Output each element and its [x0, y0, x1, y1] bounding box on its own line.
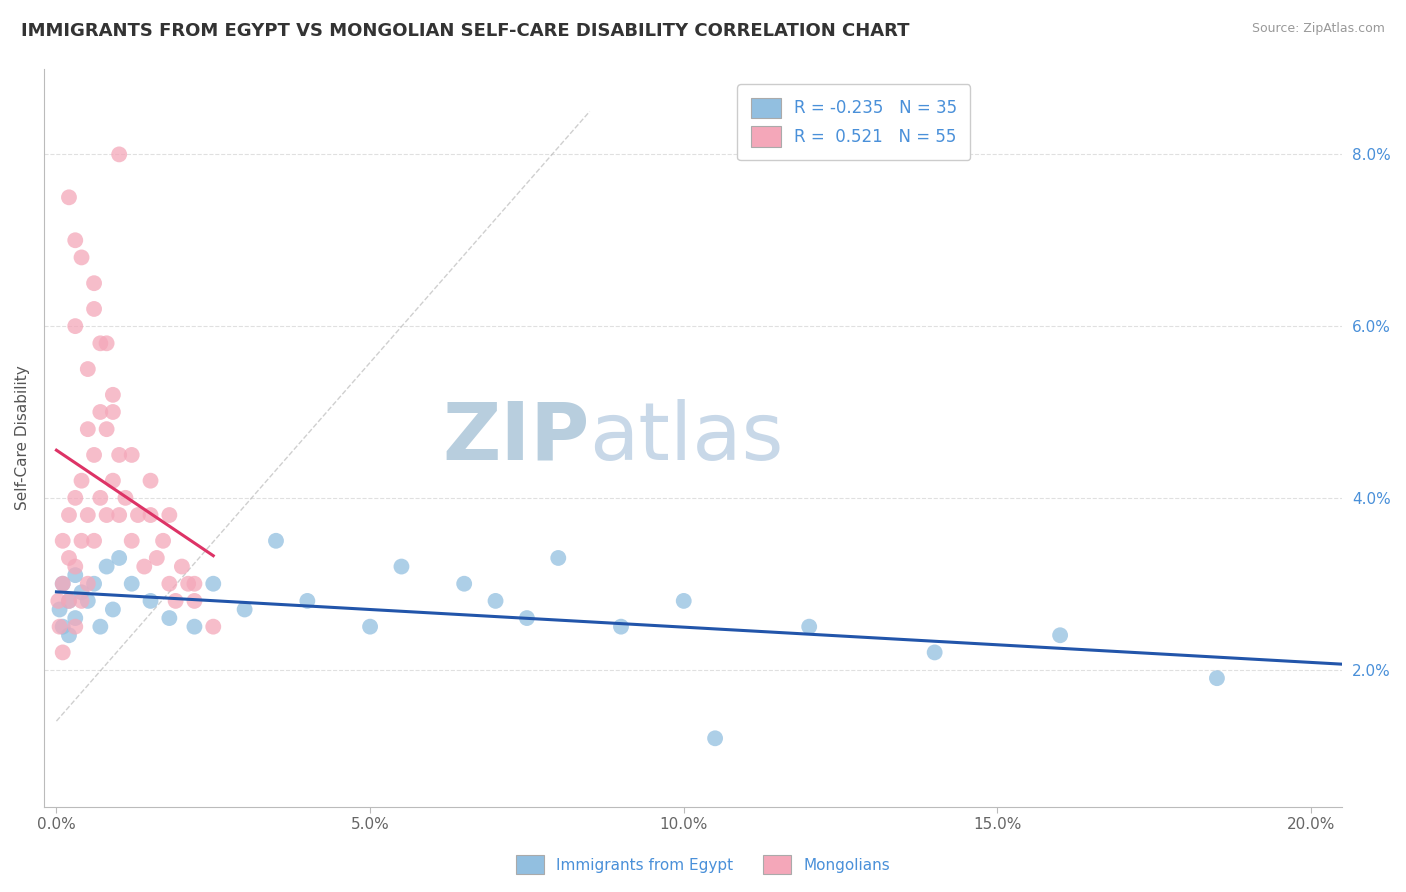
Point — [165, 594, 187, 608]
Point — [799, 620, 821, 634]
Point — [96, 559, 118, 574]
Point — [152, 533, 174, 548]
Point — [76, 362, 98, 376]
Text: atlas: atlas — [589, 399, 783, 476]
Point — [146, 551, 169, 566]
Legend: Immigrants from Egypt, Mongolians: Immigrants from Egypt, Mongolians — [510, 849, 896, 880]
Point — [101, 602, 124, 616]
Text: ZIP: ZIP — [441, 399, 589, 476]
Point — [1049, 628, 1071, 642]
Point — [101, 474, 124, 488]
Point — [83, 448, 105, 462]
Point — [157, 576, 180, 591]
Point — [76, 594, 98, 608]
Point — [121, 448, 143, 462]
Point — [183, 594, 205, 608]
Point — [547, 551, 569, 566]
Legend: R = -0.235   N = 35, R =  0.521   N = 55: R = -0.235 N = 35, R = 0.521 N = 55 — [737, 84, 970, 160]
Point — [108, 147, 131, 161]
Point — [233, 602, 256, 616]
Point — [89, 620, 111, 634]
Point — [58, 190, 80, 204]
Point — [48, 602, 70, 616]
Point — [89, 491, 111, 505]
Point — [48, 620, 70, 634]
Point — [96, 336, 118, 351]
Point — [89, 336, 111, 351]
Point — [114, 491, 136, 505]
Point — [101, 388, 124, 402]
Y-axis label: Self-Care Disability: Self-Care Disability — [15, 366, 30, 510]
Point — [177, 576, 200, 591]
Point — [672, 594, 695, 608]
Point — [108, 448, 131, 462]
Point — [924, 645, 946, 659]
Point — [264, 533, 287, 548]
Point — [139, 474, 162, 488]
Point — [183, 576, 205, 591]
Point — [52, 620, 75, 634]
Point — [65, 559, 87, 574]
Point — [65, 620, 87, 634]
Point — [96, 508, 118, 522]
Point — [52, 533, 75, 548]
Point — [76, 422, 98, 436]
Point — [70, 585, 93, 599]
Point — [70, 251, 93, 265]
Point — [453, 576, 475, 591]
Point — [170, 559, 193, 574]
Point — [58, 594, 80, 608]
Point — [58, 551, 80, 566]
Point — [121, 533, 143, 548]
Point — [96, 422, 118, 436]
Point — [297, 594, 319, 608]
Point — [65, 233, 87, 247]
Point — [70, 533, 93, 548]
Point — [46, 594, 69, 608]
Point — [157, 508, 180, 522]
Point — [76, 576, 98, 591]
Point — [101, 405, 124, 419]
Point — [391, 559, 413, 574]
Text: IMMIGRANTS FROM EGYPT VS MONGOLIAN SELF-CARE DISABILITY CORRELATION CHART: IMMIGRANTS FROM EGYPT VS MONGOLIAN SELF-… — [21, 22, 910, 40]
Point — [52, 576, 75, 591]
Point — [121, 576, 143, 591]
Point — [202, 620, 225, 634]
Point — [70, 474, 93, 488]
Point — [359, 620, 381, 634]
Point — [83, 276, 105, 290]
Point — [52, 645, 75, 659]
Point — [65, 611, 87, 625]
Point — [58, 508, 80, 522]
Point — [183, 620, 205, 634]
Point — [52, 576, 75, 591]
Point — [108, 551, 131, 566]
Point — [83, 576, 105, 591]
Point — [484, 594, 506, 608]
Point — [139, 594, 162, 608]
Point — [83, 301, 105, 316]
Point — [65, 319, 87, 334]
Point — [139, 508, 162, 522]
Point — [83, 533, 105, 548]
Point — [610, 620, 633, 634]
Point — [70, 594, 93, 608]
Point — [1206, 671, 1229, 685]
Point — [516, 611, 538, 625]
Point — [108, 508, 131, 522]
Text: Source: ZipAtlas.com: Source: ZipAtlas.com — [1251, 22, 1385, 36]
Point — [65, 491, 87, 505]
Point — [134, 559, 156, 574]
Point — [157, 611, 180, 625]
Point — [76, 508, 98, 522]
Point — [127, 508, 149, 522]
Point — [202, 576, 225, 591]
Point — [58, 628, 80, 642]
Point — [704, 731, 727, 746]
Point — [89, 405, 111, 419]
Point — [65, 568, 87, 582]
Point — [58, 594, 80, 608]
